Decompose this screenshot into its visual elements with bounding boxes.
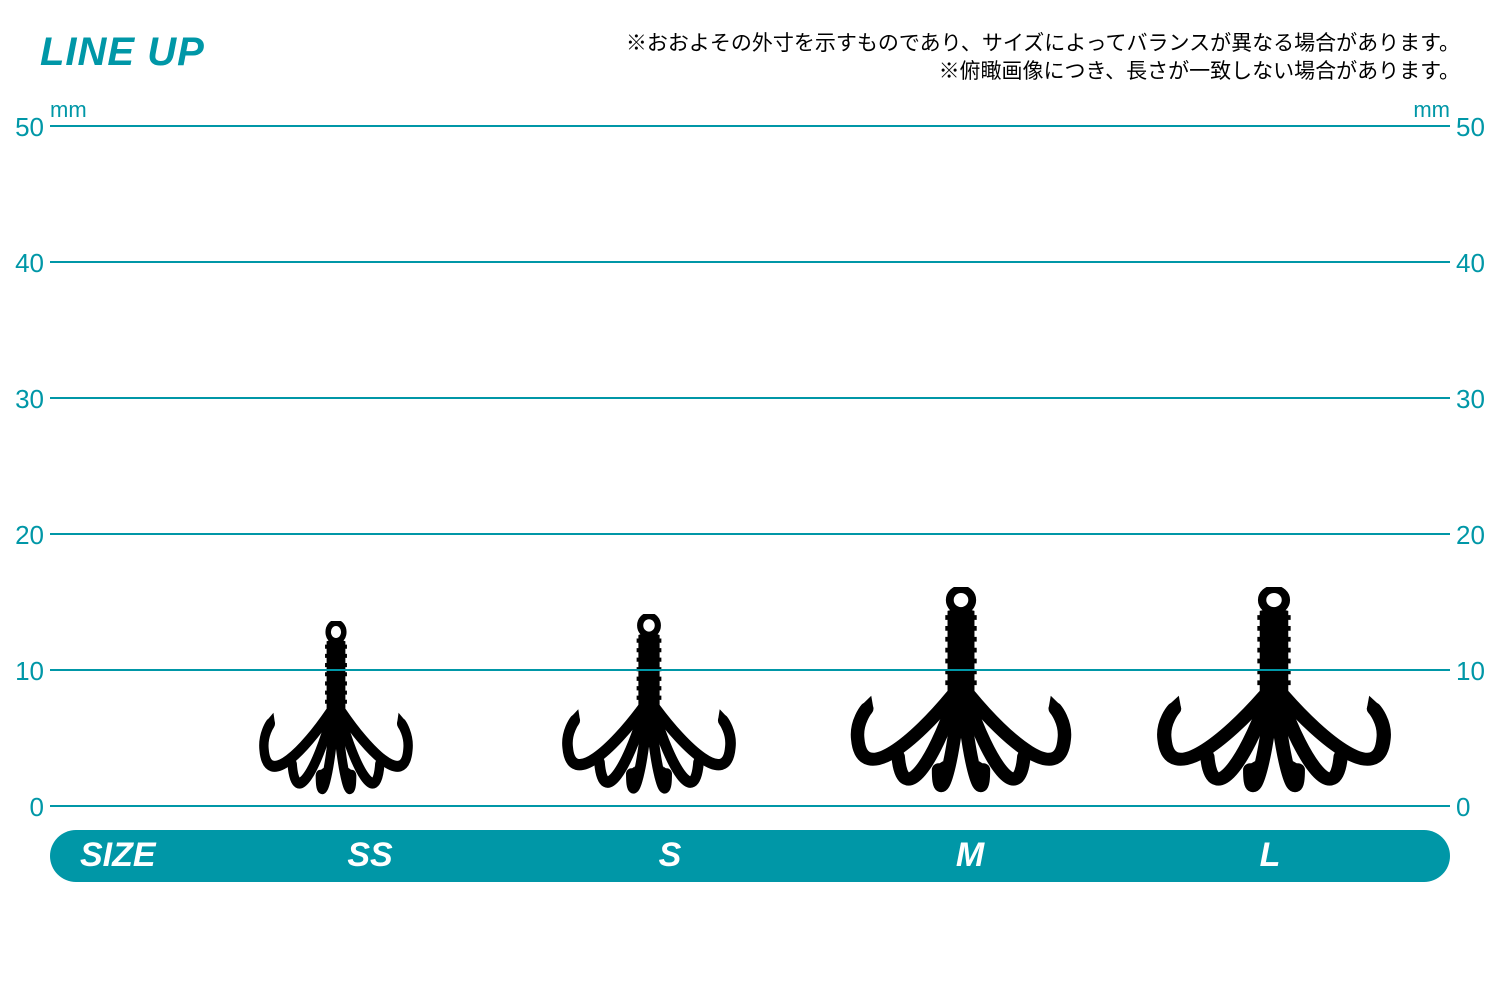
gridline: 00 (50, 805, 1450, 807)
y-tick-right: 40 (1456, 248, 1496, 279)
size-cell: S (520, 836, 820, 875)
page-title: LINE UP (40, 30, 205, 75)
y-tick-right: 0 (1456, 792, 1496, 823)
size-cell: M (820, 836, 1120, 875)
gridline: 4040 (50, 261, 1450, 263)
y-tick-left: 0 (4, 792, 44, 823)
squid-hook-icon (849, 587, 1073, 805)
y-tick-right: 20 (1456, 520, 1496, 551)
y-axis-unit-left: mm (50, 97, 87, 123)
squid-hook-icon (258, 621, 414, 805)
chart-item-column (180, 125, 493, 805)
size-cell: L (1120, 836, 1420, 875)
y-tick-left: 10 (4, 656, 44, 687)
y-axis-unit-right: mm (1413, 97, 1450, 123)
squid-hook-icon (1155, 587, 1393, 805)
squid-hook-icon (560, 614, 737, 804)
y-tick-right: 10 (1456, 656, 1496, 687)
gridline: 1010 (50, 669, 1450, 671)
size-cells: SSSML (220, 836, 1420, 875)
disclaimer-line-2: ※俯瞰画像につき、長さが一致しない場合があります。 (626, 58, 1460, 86)
chart-item-column (493, 125, 806, 805)
chart-item-column (1118, 125, 1431, 805)
disclaimer-text: ※おおよその外寸を示すものであり、サイズによってバランスが異なる場合があります。… (626, 30, 1460, 87)
size-cell: SS (220, 836, 520, 875)
gridline: 3030 (50, 397, 1450, 399)
y-tick-left: 20 (4, 520, 44, 551)
gridline: 2020 (50, 533, 1450, 535)
y-tick-left: 30 (4, 384, 44, 415)
disclaimer-line-1: ※おおよその外寸を示すものであり、サイズによってバランスが異なる場合があります。 (626, 30, 1460, 58)
y-tick-right: 50 (1456, 112, 1496, 143)
y-tick-right: 30 (1456, 384, 1496, 415)
chart-items-row (180, 125, 1430, 805)
chart-plot-area: 00 1010 2020 3030 4040 5050 (50, 125, 1450, 805)
size-chart: mm mm 0010102020303040405050 SIZE SSSML (40, 97, 1460, 882)
size-bar: SIZE SSSML (50, 830, 1450, 882)
gridline: 5050 (50, 125, 1450, 127)
chart-item-column (805, 125, 1118, 805)
y-tick-left: 50 (4, 112, 44, 143)
y-tick-left: 40 (4, 248, 44, 279)
